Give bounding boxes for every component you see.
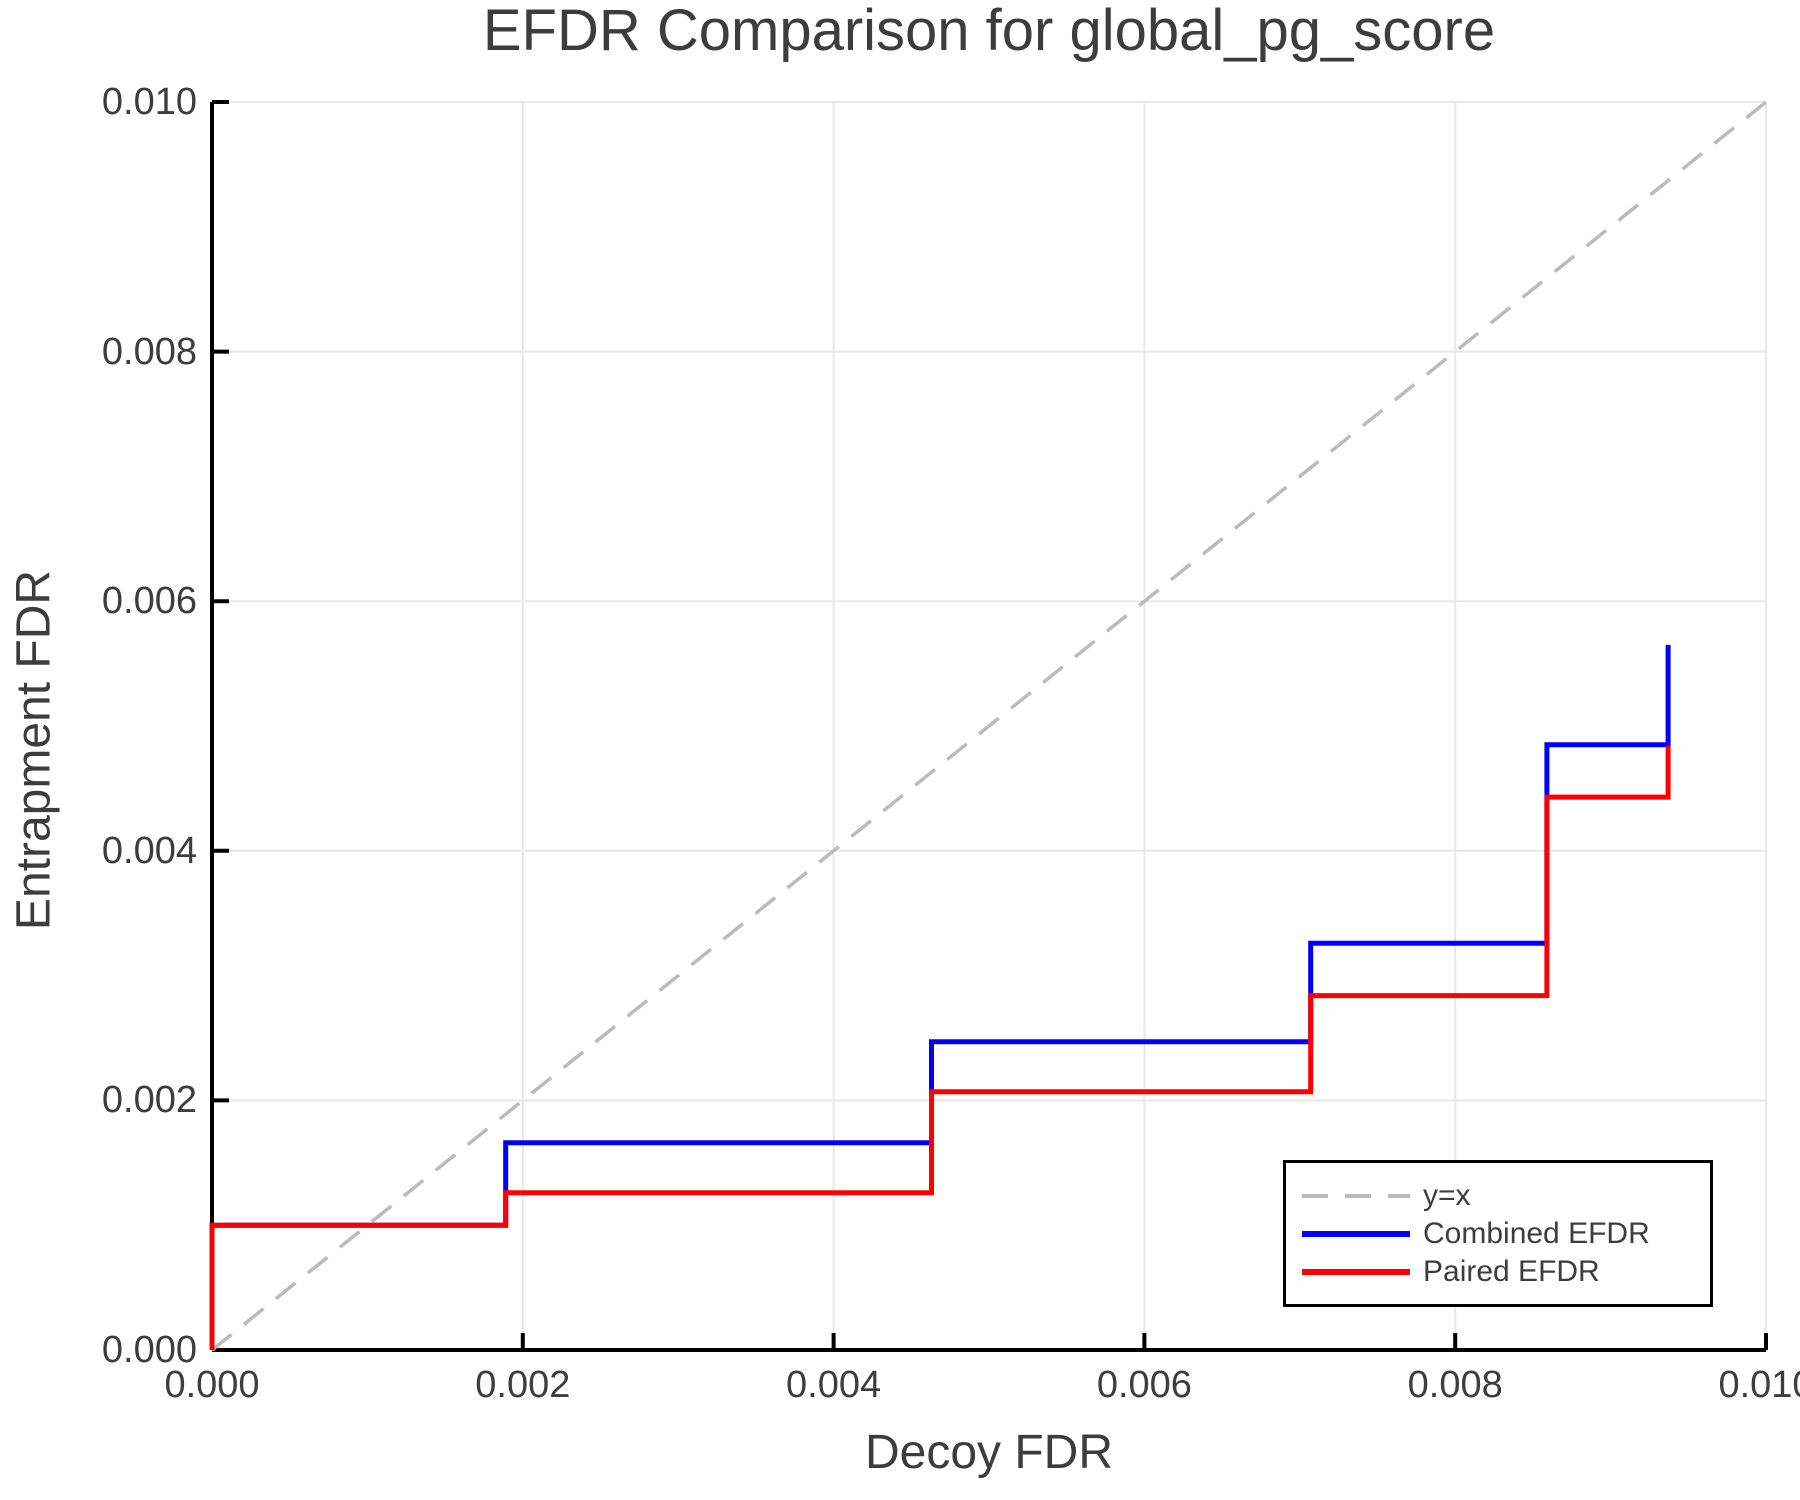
plot-area (209, 100, 1768, 1352)
y-tick-label: 0.002 (101, 1079, 197, 1122)
legend-label-paired-efdr: Paired EFDR (1423, 1255, 1600, 1288)
y-tick-label: 0.010 (101, 81, 197, 123)
legend-item-combined-efdr: Combined EFDR (1286, 1215, 1710, 1253)
x-axis-label: Decoy FDR (864, 1426, 1114, 1479)
red-line-sample-icon (1302, 1269, 1410, 1275)
legend-label-yx: y=x (1423, 1179, 1471, 1212)
x-tick-label: 0.006 (1096, 1364, 1192, 1406)
chart-title: EFDR Comparison for global_pg_score (482, 0, 1496, 63)
blue-line-sample-icon (1302, 1231, 1410, 1237)
identity-line (210, 100, 1768, 1352)
y-axis-label: Entrapment FDR (7, 569, 61, 931)
y-tick-label: 0.000 (101, 1329, 197, 1371)
y-tick-label: 0.004 (101, 829, 197, 872)
legend-item-yx: y=x (1286, 1177, 1710, 1215)
legend: y=x Combined EFDR Paired EFDR (1283, 1160, 1713, 1307)
x-tick-label: 0.002 (475, 1364, 571, 1406)
legend-label-combined-efdr: Combined EFDR (1423, 1217, 1650, 1250)
x-tick-label: 0.000 (164, 1364, 260, 1406)
y-tick-label: 0.006 (101, 580, 197, 623)
x-tick-label: 0.010 (1718, 1364, 1800, 1406)
x-tick-label: 0.008 (1407, 1364, 1503, 1406)
y-tick-label: 0.008 (101, 330, 197, 373)
x-tick-label: 0.004 (786, 1364, 882, 1406)
dashed-line-sample-icon (1302, 1194, 1410, 1198)
paired-efdr-line (209, 746, 1671, 1350)
legend-item-paired-efdr: Paired EFDR (1286, 1253, 1710, 1291)
